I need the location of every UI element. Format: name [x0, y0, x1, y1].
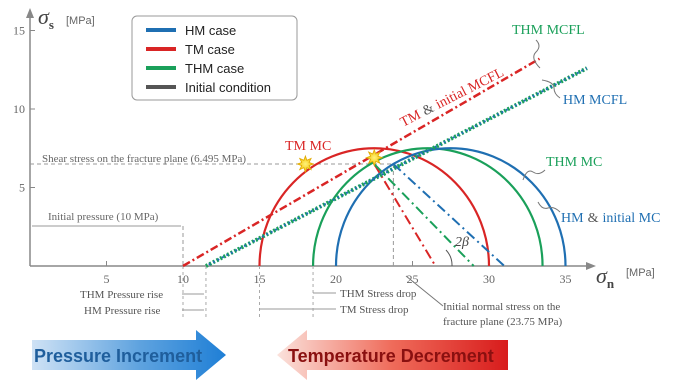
pressure-increment-banner: Pressure Increment — [32, 330, 226, 380]
x-tick-label: 30 — [483, 272, 495, 286]
thm-stress-drop-label: THM Stress drop — [340, 288, 417, 300]
pressure-increment-text: Pressure Increment — [34, 346, 202, 366]
contact-point-0 — [296, 154, 315, 174]
x-tick-label: 35 — [560, 272, 572, 286]
thm-mc-leader — [522, 169, 546, 181]
legend-label-initial: Initial condition — [185, 80, 271, 95]
hm-pressure-rise-label: HM Pressure rise — [84, 305, 160, 317]
thm-mcfl-leader — [533, 39, 541, 69]
temperature-decrement-text: Temperature Decrement — [288, 346, 494, 366]
contact-point-1 — [365, 148, 384, 167]
mohr-circle-0 — [258, 147, 491, 267]
failure-line-thm — [205, 66, 588, 268]
shear-stress-label: Shear stress on the fracture plane (6.49… — [42, 153, 246, 165]
y-tick-label: 15 — [13, 24, 25, 38]
diameter-line-0 — [373, 163, 437, 267]
legend: HM case TM case THM case Initial conditi… — [131, 15, 298, 101]
mohr-circle-2 — [334, 147, 567, 267]
legend-label-thm: THM case — [185, 61, 244, 76]
thm-mc-label: THM MC — [546, 155, 602, 170]
tm-stress-drop-label: TM Stress drop — [340, 304, 409, 316]
legend-label-hm: HM case — [185, 23, 236, 38]
angle-label: 2β — [455, 235, 469, 250]
x-tick-label: 20 — [330, 272, 342, 286]
initial-normal-label-2: fracture plane (23.75 MPa) — [443, 316, 562, 328]
legend-label-tm: TM case — [185, 42, 235, 57]
hm-mc-leader — [537, 201, 561, 213]
x-axis-unit: [MPa] — [626, 267, 655, 279]
hm-initial-mc-label: HM & initial MC — [561, 211, 660, 226]
thm-pressure-rise-label: THM Pressure rise — [80, 289, 163, 301]
diameter-line-2 — [392, 163, 505, 267]
mohr-circle-1 — [311, 147, 544, 267]
x-tick-label: 25 — [407, 272, 419, 286]
initial-normal-leader — [405, 275, 444, 307]
y-tick-label: 10 — [13, 102, 25, 116]
tm-mcfl-label: TM&initial MCFL — [398, 65, 507, 130]
y-axis-unit: [MPa] — [66, 15, 95, 27]
y-axis-title: σs — [38, 4, 54, 32]
hm-mcfl-leader — [541, 79, 561, 99]
failure-line-hm — [205, 67, 588, 267]
initial-pressure-label: Initial pressure (10 MPa) — [48, 211, 159, 223]
thm-mcfl-label: THM MCFL — [512, 23, 585, 38]
diameter-line-1 — [373, 163, 475, 267]
angle-arc — [445, 249, 453, 267]
initial-normal-label-1: Initial normal stress on the — [443, 301, 560, 313]
y-tick-label: 5 — [19, 181, 25, 195]
failure-line-tm — [182, 57, 541, 268]
tm-mc-label: TM MC — [285, 139, 331, 154]
x-axis-title: σn — [596, 263, 615, 291]
hm-mcfl-label: HM MCFL — [563, 93, 627, 108]
y-axis-arrow — [26, 8, 34, 18]
x-axis-arrow — [586, 262, 596, 270]
temperature-decrement-banner: Temperature Decrement — [277, 330, 508, 380]
x-tick-label: 5 — [104, 272, 110, 286]
